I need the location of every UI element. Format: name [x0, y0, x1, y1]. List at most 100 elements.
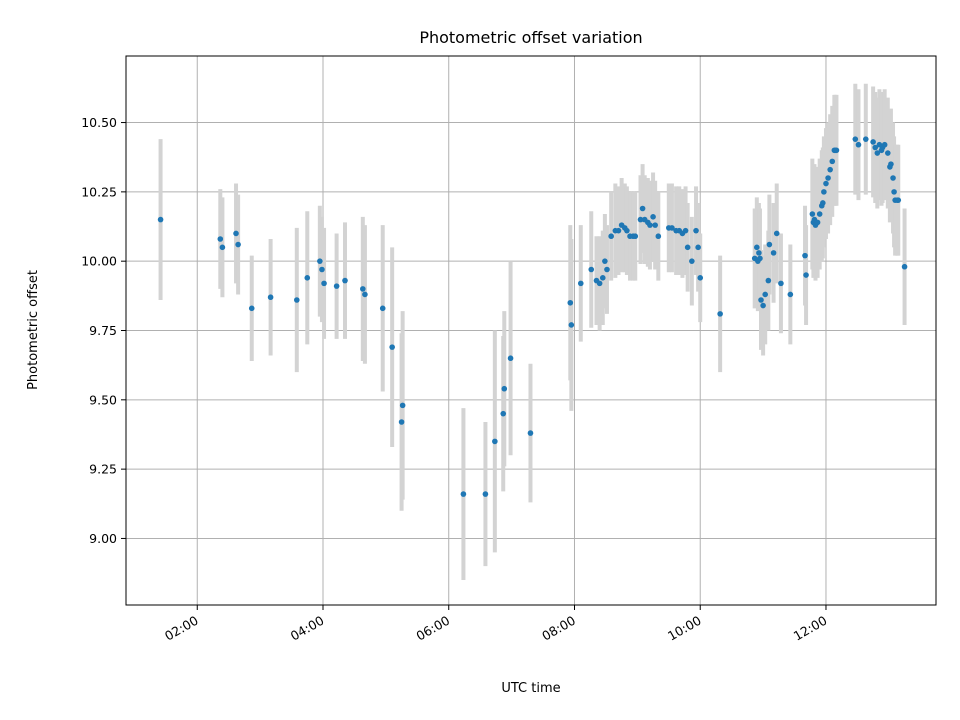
data-point — [360, 286, 366, 292]
data-point — [765, 277, 772, 284]
data-point — [650, 214, 656, 220]
y-axis-label: Photometric offset — [26, 270, 41, 390]
data-point — [342, 277, 348, 284]
data-point — [773, 230, 780, 237]
data-point — [333, 283, 340, 289]
data-point — [757, 255, 763, 262]
data-point — [825, 175, 831, 181]
data-point — [500, 410, 507, 417]
data-point — [233, 230, 239, 237]
data-point — [501, 385, 508, 392]
y-tick-label: 9.00 — [89, 531, 117, 546]
data-point — [809, 211, 816, 217]
data-point — [823, 180, 829, 187]
data-point — [695, 244, 701, 251]
data-point — [599, 275, 606, 281]
y-tick-label: 9.75 — [89, 323, 117, 338]
data-point — [682, 227, 689, 234]
data-point — [399, 402, 406, 409]
data-point — [647, 222, 653, 228]
data-point — [697, 275, 704, 281]
data-point — [596, 280, 603, 287]
y-tick-label: 10.50 — [81, 115, 117, 130]
y-tick-label: 9.50 — [89, 392, 117, 407]
data-point — [820, 200, 826, 206]
data-point — [855, 141, 862, 148]
data-point — [304, 275, 311, 281]
data-point — [770, 250, 777, 256]
data-point — [157, 216, 164, 223]
data-point — [890, 175, 896, 181]
data-point — [317, 258, 323, 264]
data-point — [235, 241, 241, 248]
data-point — [874, 150, 881, 156]
data-point — [615, 227, 622, 234]
data-point — [319, 266, 325, 273]
y-tick-label: 9.25 — [89, 462, 117, 477]
data-point — [267, 294, 274, 301]
data-point — [693, 227, 699, 234]
data-point — [816, 211, 823, 217]
data-point — [527, 430, 534, 436]
data-point — [787, 291, 794, 298]
data-point — [567, 299, 574, 306]
data-point — [602, 258, 608, 264]
data-point — [482, 491, 489, 497]
data-point — [862, 136, 869, 142]
data-point — [814, 219, 821, 226]
data-point — [833, 147, 840, 154]
data-point — [637, 216, 644, 223]
data-point — [389, 344, 395, 350]
data-point — [639, 205, 646, 212]
data-point — [827, 166, 833, 173]
data-point — [758, 297, 764, 303]
data-point — [717, 311, 723, 317]
data-point — [754, 244, 760, 251]
y-tick-label: 10.25 — [81, 184, 117, 199]
data-point — [762, 291, 768, 298]
data-point — [588, 266, 595, 273]
data-point — [888, 161, 894, 167]
data-point — [652, 222, 658, 228]
data-point — [802, 252, 808, 259]
y-axis-ticks: 9.00 9.25 9.50 9.75 10.00 10.25 10.50 — [81, 115, 126, 546]
data-point — [872, 144, 879, 151]
data-point — [778, 280, 784, 287]
data-point — [684, 244, 691, 251]
data-point — [568, 322, 575, 328]
data-point — [884, 150, 891, 156]
data-point — [766, 241, 773, 248]
chart-title: Photometric offset variation — [419, 28, 642, 47]
data-point — [756, 250, 762, 256]
data-point — [760, 302, 766, 309]
data-point — [248, 305, 255, 312]
data-point — [829, 158, 836, 165]
data-point — [655, 233, 662, 240]
data-point — [294, 297, 300, 303]
data-point — [870, 139, 876, 145]
data-point — [492, 438, 498, 445]
data-point — [321, 280, 327, 287]
data-point — [669, 225, 675, 231]
data-point — [624, 227, 630, 234]
data-point — [803, 272, 809, 278]
y-tick-label: 10.00 — [81, 254, 117, 269]
data-point — [608, 233, 614, 240]
data-point — [895, 197, 902, 203]
data-point — [219, 244, 226, 251]
data-point — [460, 491, 467, 497]
data-point — [362, 291, 368, 298]
data-point — [379, 305, 386, 312]
data-point — [217, 236, 224, 242]
data-point — [881, 141, 888, 148]
data-point — [821, 189, 827, 195]
data-point — [398, 419, 405, 425]
data-point — [604, 266, 610, 273]
data-point-layer — [157, 136, 908, 497]
data-point — [632, 233, 639, 240]
x-axis-label: UTC time — [501, 681, 560, 696]
data-point — [891, 189, 897, 195]
data-point — [507, 355, 514, 362]
